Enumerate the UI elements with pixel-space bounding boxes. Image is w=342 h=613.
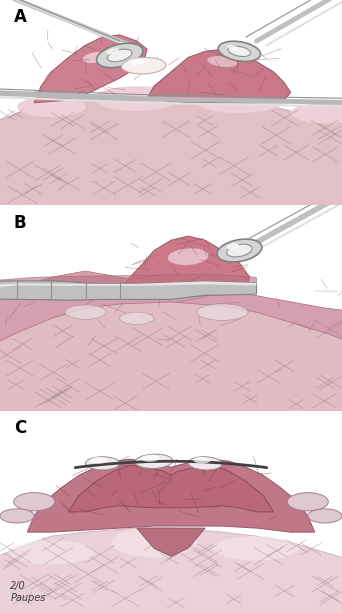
Ellipse shape <box>214 536 299 560</box>
Ellipse shape <box>107 48 119 55</box>
Text: B: B <box>14 213 26 232</box>
Ellipse shape <box>121 58 166 74</box>
Polygon shape <box>147 49 291 102</box>
Ellipse shape <box>218 41 261 61</box>
Polygon shape <box>0 302 342 421</box>
Ellipse shape <box>197 304 248 321</box>
Ellipse shape <box>141 455 160 462</box>
Polygon shape <box>27 459 315 532</box>
Ellipse shape <box>228 46 251 56</box>
Ellipse shape <box>207 56 237 67</box>
Text: A: A <box>14 8 27 26</box>
Polygon shape <box>120 236 250 295</box>
Ellipse shape <box>227 244 252 257</box>
Ellipse shape <box>287 493 328 511</box>
Ellipse shape <box>107 49 132 62</box>
Ellipse shape <box>96 44 143 67</box>
Text: C: C <box>14 419 26 437</box>
Ellipse shape <box>227 45 238 50</box>
Ellipse shape <box>128 58 145 65</box>
Ellipse shape <box>14 493 55 511</box>
Polygon shape <box>0 281 256 289</box>
Polygon shape <box>0 281 256 300</box>
Ellipse shape <box>0 509 34 523</box>
Ellipse shape <box>308 509 342 523</box>
Ellipse shape <box>217 239 262 262</box>
Polygon shape <box>0 93 342 216</box>
Ellipse shape <box>86 457 120 470</box>
Ellipse shape <box>120 312 154 324</box>
Polygon shape <box>34 35 147 102</box>
Ellipse shape <box>91 457 108 463</box>
Ellipse shape <box>168 248 208 265</box>
Polygon shape <box>137 528 205 557</box>
Ellipse shape <box>226 243 239 249</box>
Polygon shape <box>0 528 342 613</box>
Ellipse shape <box>193 457 210 463</box>
Polygon shape <box>0 274 256 284</box>
Polygon shape <box>68 465 274 512</box>
Ellipse shape <box>135 454 173 468</box>
Text: 2/0
Paupes: 2/0 Paupes <box>10 581 45 603</box>
Ellipse shape <box>197 93 282 113</box>
Polygon shape <box>0 271 342 349</box>
Ellipse shape <box>9 540 94 565</box>
Ellipse shape <box>17 96 86 117</box>
Ellipse shape <box>188 457 222 470</box>
Ellipse shape <box>82 52 109 63</box>
Ellipse shape <box>291 102 342 123</box>
Ellipse shape <box>111 527 197 557</box>
Ellipse shape <box>65 305 106 319</box>
Ellipse shape <box>94 86 180 111</box>
